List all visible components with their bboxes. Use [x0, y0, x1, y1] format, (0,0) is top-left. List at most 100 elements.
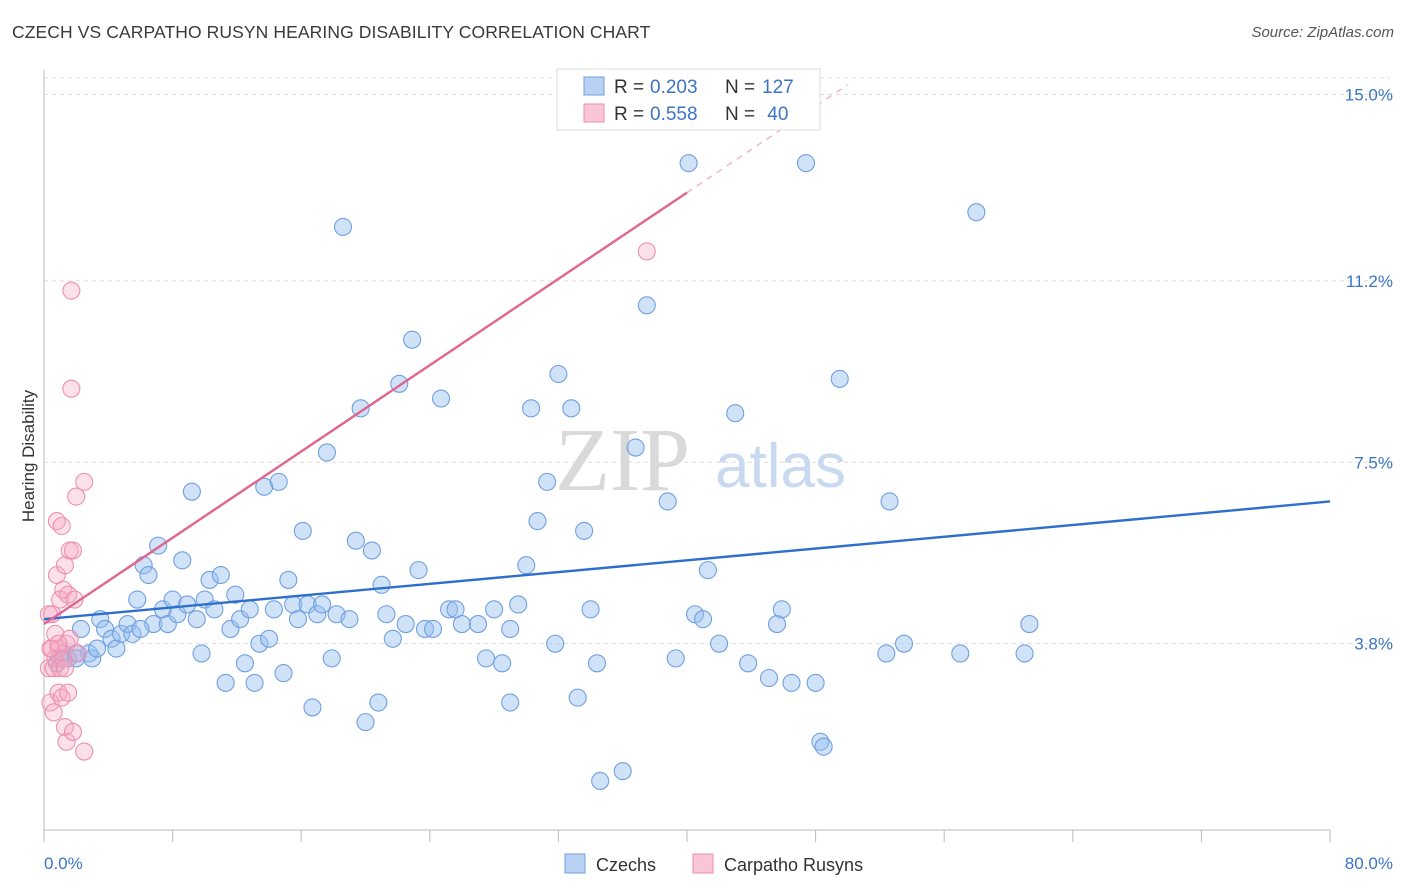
czech-point: [377, 605, 396, 624]
czech-point: [679, 154, 698, 173]
bottom-legend: Czechs Carpatho Rusyns: [564, 853, 863, 875]
czech-point: [782, 673, 801, 692]
legend-rusyn-r-label: R =: [614, 104, 644, 125]
czech-point: [131, 619, 150, 639]
czech-point: [107, 639, 126, 658]
czech-point: [830, 369, 849, 388]
czech-point: [128, 590, 147, 609]
czech-point: [259, 629, 279, 648]
czech-point: [626, 438, 645, 457]
rusyn-point: [52, 516, 71, 536]
czech-point: [951, 644, 970, 663]
rusyn-point: [49, 683, 68, 702]
czech-point: [493, 654, 512, 673]
czech-point: [250, 634, 269, 653]
czech-point: [739, 654, 758, 673]
czech-point: [698, 561, 717, 580]
czech-point: [293, 521, 312, 540]
czech-point: [423, 619, 443, 639]
czech-point: [501, 693, 520, 712]
czech-point: [187, 610, 206, 629]
legend: R = 0.203 N = 127 R = 0.558 N = 40: [556, 68, 821, 131]
czech-point: [383, 629, 402, 648]
czech-point: [346, 531, 365, 550]
czech-point: [806, 673, 825, 692]
czech-point: [274, 664, 293, 683]
czech-point: [485, 600, 504, 619]
czech-point: [880, 492, 899, 511]
czech-point: [173, 551, 192, 570]
source-label: Source: ZipAtlas.com: [1251, 24, 1394, 41]
czech-point: [666, 649, 685, 668]
legend-czech-n-label: N =: [725, 77, 755, 98]
legend-czech-r-label: R =: [614, 77, 644, 98]
czech-point: [477, 649, 496, 668]
czech-point: [264, 600, 283, 619]
y-tick-label: 7.5%: [1354, 453, 1393, 472]
czech-point: [522, 399, 541, 418]
czech-point: [351, 399, 370, 418]
czech-point: [269, 472, 288, 491]
czech-point: [811, 732, 830, 751]
czech-point: [87, 639, 107, 658]
czech-point: [83, 649, 102, 668]
y-tick-label: 11.2%: [1346, 272, 1393, 291]
rusyn-point: [62, 281, 81, 300]
rusyn-point: [49, 634, 68, 653]
chart-title: CZECH VS CARPATHO RUSYN HEARING DISABILI…: [12, 22, 651, 42]
czech-point: [403, 330, 422, 349]
trend-lines: [43, 84, 1331, 626]
legend-swatch-rusyn: [583, 103, 605, 123]
rusyn-point: [57, 732, 76, 751]
czech-point: [767, 615, 787, 634]
czech-point: [549, 364, 568, 384]
czech-point: [501, 619, 520, 639]
czech-point: [288, 610, 308, 629]
czech-trend-line: [43, 500, 1331, 621]
czech-point: [340, 610, 359, 629]
czech-point: [894, 634, 914, 653]
czech-point: [322, 649, 341, 668]
rusyn-point: [75, 472, 94, 491]
legend-czech-n-value: 127: [762, 77, 794, 98]
czech-point: [528, 512, 547, 531]
czech-point: [581, 600, 600, 619]
czech-point: [759, 668, 779, 688]
czech-point: [200, 570, 219, 589]
czech-point: [372, 575, 391, 594]
rusyn-point: [62, 379, 81, 398]
rusyn-point: [75, 742, 94, 761]
czech-point: [568, 688, 587, 707]
czech-point: [814, 737, 833, 756]
y-tick-label: 15.0%: [1345, 86, 1393, 105]
czech-point: [546, 634, 565, 653]
czech-point: [726, 404, 745, 423]
bottom-legend-carpatho-rusyns: Carpatho Rusyns: [724, 855, 863, 875]
czech-point: [308, 605, 327, 624]
czech-point: [562, 399, 581, 418]
watermark-atlas: atlas: [715, 432, 846, 501]
czech-point: [182, 482, 201, 501]
watermark: ZIP atlas: [555, 411, 846, 510]
czech-point: [240, 600, 259, 619]
czech-point: [409, 561, 428, 580]
czech-point: [538, 472, 557, 491]
czech-point: [158, 615, 177, 634]
rusyn-point: [68, 644, 87, 663]
y-axis-label: Hearing Disability: [19, 389, 38, 522]
czech-point: [211, 565, 230, 585]
rusyn-point: [47, 512, 66, 531]
rusyn-point: [59, 683, 78, 702]
legend-czech-r-value: 0.203: [650, 77, 698, 98]
legend-rusyn-r-value: 0.558: [650, 104, 698, 125]
czech-point: [440, 600, 459, 619]
czech-point: [102, 629, 121, 648]
rusyn-point: [65, 590, 84, 609]
czech-point: [591, 771, 610, 791]
legend-rusyn-n-label: N =: [725, 104, 755, 125]
rusyn-point: [51, 659, 70, 678]
data-points: [39, 154, 1039, 791]
czech-point: [333, 217, 353, 236]
czech-point: [279, 570, 298, 589]
